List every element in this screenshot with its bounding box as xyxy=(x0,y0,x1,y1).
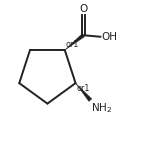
Polygon shape xyxy=(76,83,92,101)
Text: or1: or1 xyxy=(66,40,79,49)
Text: or1: or1 xyxy=(76,84,90,93)
Text: O: O xyxy=(79,4,87,14)
Text: NH$_2$: NH$_2$ xyxy=(91,101,112,115)
Polygon shape xyxy=(65,34,85,50)
Text: OH: OH xyxy=(101,32,117,42)
